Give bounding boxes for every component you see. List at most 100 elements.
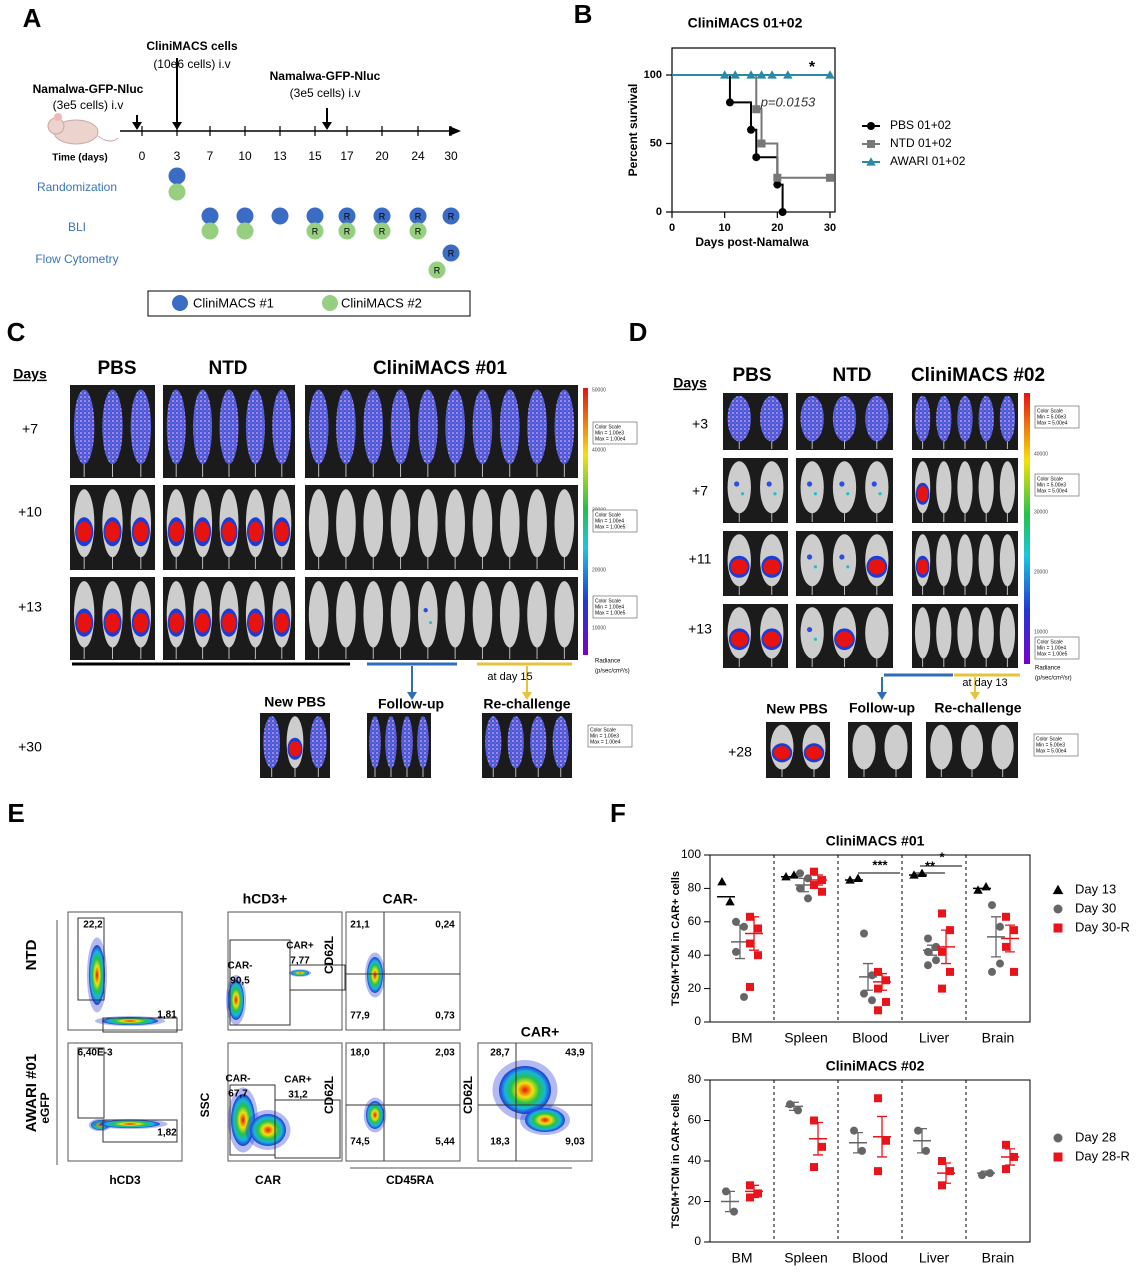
color-scale-box (592, 421, 638, 445)
radiance-label: Radiance (595, 659, 621, 665)
color-scale-text: Color Scale (595, 512, 621, 518)
mouse (914, 395, 931, 442)
signal-spot (813, 565, 818, 569)
x-tick-label: 10 (719, 222, 731, 234)
tumor-signal (763, 558, 781, 575)
signal-spot (806, 554, 813, 560)
legend-dot (172, 295, 188, 311)
color-scale-text: Color Scale (1037, 639, 1063, 645)
mouse (445, 489, 465, 558)
point (810, 1163, 818, 1172)
mouse (527, 489, 547, 558)
point (996, 922, 1004, 931)
x-axis-label: Days post-Namalwa (695, 235, 809, 249)
mouse (102, 389, 123, 465)
color-scale-text: Color Scale (590, 727, 616, 733)
point (924, 934, 932, 943)
mouse (390, 389, 411, 465)
event-title: Namalwa-GFP-Nluc (270, 69, 381, 83)
signal-spot (813, 637, 818, 641)
group-header: PBS (732, 365, 771, 386)
row-label: BLI (68, 220, 86, 234)
point (754, 951, 762, 960)
axis-label: Time (days) (52, 153, 107, 164)
error-bar (991, 916, 1001, 958)
density (100, 1120, 160, 1128)
legend-label: PBS 01+02 (890, 118, 951, 132)
gate (274, 1099, 341, 1159)
point (938, 1181, 946, 1190)
mouse (936, 395, 952, 442)
mouse (957, 534, 973, 587)
mouse (336, 389, 356, 465)
rechallenge-mark: R (344, 211, 351, 221)
legend-marker (1053, 1133, 1063, 1143)
color-scale-text: Min = 1.00e4 (1037, 645, 1066, 651)
signal-spot (734, 481, 740, 487)
density (231, 1094, 255, 1146)
point (996, 959, 1004, 968)
mouse (832, 395, 857, 442)
mouse (363, 489, 384, 558)
y-tick-label: 50 (650, 137, 662, 149)
x-tick-label: 0 (669, 222, 675, 234)
tumor-signal (274, 521, 289, 542)
category-label: Brain (982, 1030, 1015, 1046)
legend-marker (1053, 1152, 1063, 1162)
day-label: 13 (273, 149, 287, 163)
tumor-signal (288, 740, 302, 757)
tumor-signal (195, 612, 210, 633)
mouse (472, 389, 493, 465)
panel-label: C (7, 317, 26, 347)
day-label: +7 (692, 483, 708, 499)
mouse-icon (54, 113, 62, 121)
mouse (309, 716, 327, 769)
color-scale-text: Color Scale (1036, 736, 1062, 742)
y-tick-label: 100 (644, 69, 662, 81)
arrow-head (172, 122, 182, 130)
tumor-signal (133, 612, 149, 633)
point (868, 996, 876, 1005)
day-label: 15 (308, 149, 322, 163)
flow-plot (227, 911, 343, 1031)
color-scale-box (592, 509, 638, 533)
tumor-signal (763, 631, 781, 647)
category-label: BM (732, 1250, 753, 1266)
point (752, 153, 761, 162)
point (874, 984, 882, 993)
rechallenge-mark: R (379, 211, 386, 221)
legend-marker (1053, 923, 1063, 933)
color-scale-text: Max = 1.00e5 (1037, 651, 1068, 657)
day-label: 24 (411, 149, 425, 163)
category-label: Liver (919, 1250, 950, 1266)
plot-frame (709, 1079, 1031, 1243)
color-scale-text: Color Scale (1037, 476, 1063, 482)
color-scale-text: Min = 5.00e3 (1037, 414, 1066, 420)
point (740, 992, 748, 1001)
flow-header: CAR- (383, 891, 418, 907)
colorbar-tick: 40000 (592, 447, 606, 453)
color-scale-text: Min = 1.00e3 (595, 430, 624, 436)
error-bar (789, 1101, 799, 1112)
legend-dot (322, 295, 338, 311)
category-label: Blood (852, 1030, 888, 1046)
point (1010, 967, 1018, 976)
flow-header: CAR+ (521, 1024, 560, 1040)
mouse (263, 716, 281, 769)
rechallenge-mark: R (434, 265, 441, 275)
gate-value: 1,82 (157, 1128, 177, 1139)
legend-marker (867, 122, 875, 130)
point (882, 976, 890, 985)
point (973, 885, 983, 894)
gate-value: 1,81 (157, 1010, 177, 1021)
mouse (308, 581, 329, 648)
error-bar (941, 929, 951, 965)
plot-frame (671, 47, 836, 213)
survival-curve (672, 74, 830, 179)
point (778, 208, 787, 216)
category-label: Brain (982, 1250, 1015, 1266)
mouse (914, 607, 931, 659)
mouse (499, 489, 520, 558)
error-bar (725, 1190, 735, 1213)
mouse (800, 461, 824, 514)
